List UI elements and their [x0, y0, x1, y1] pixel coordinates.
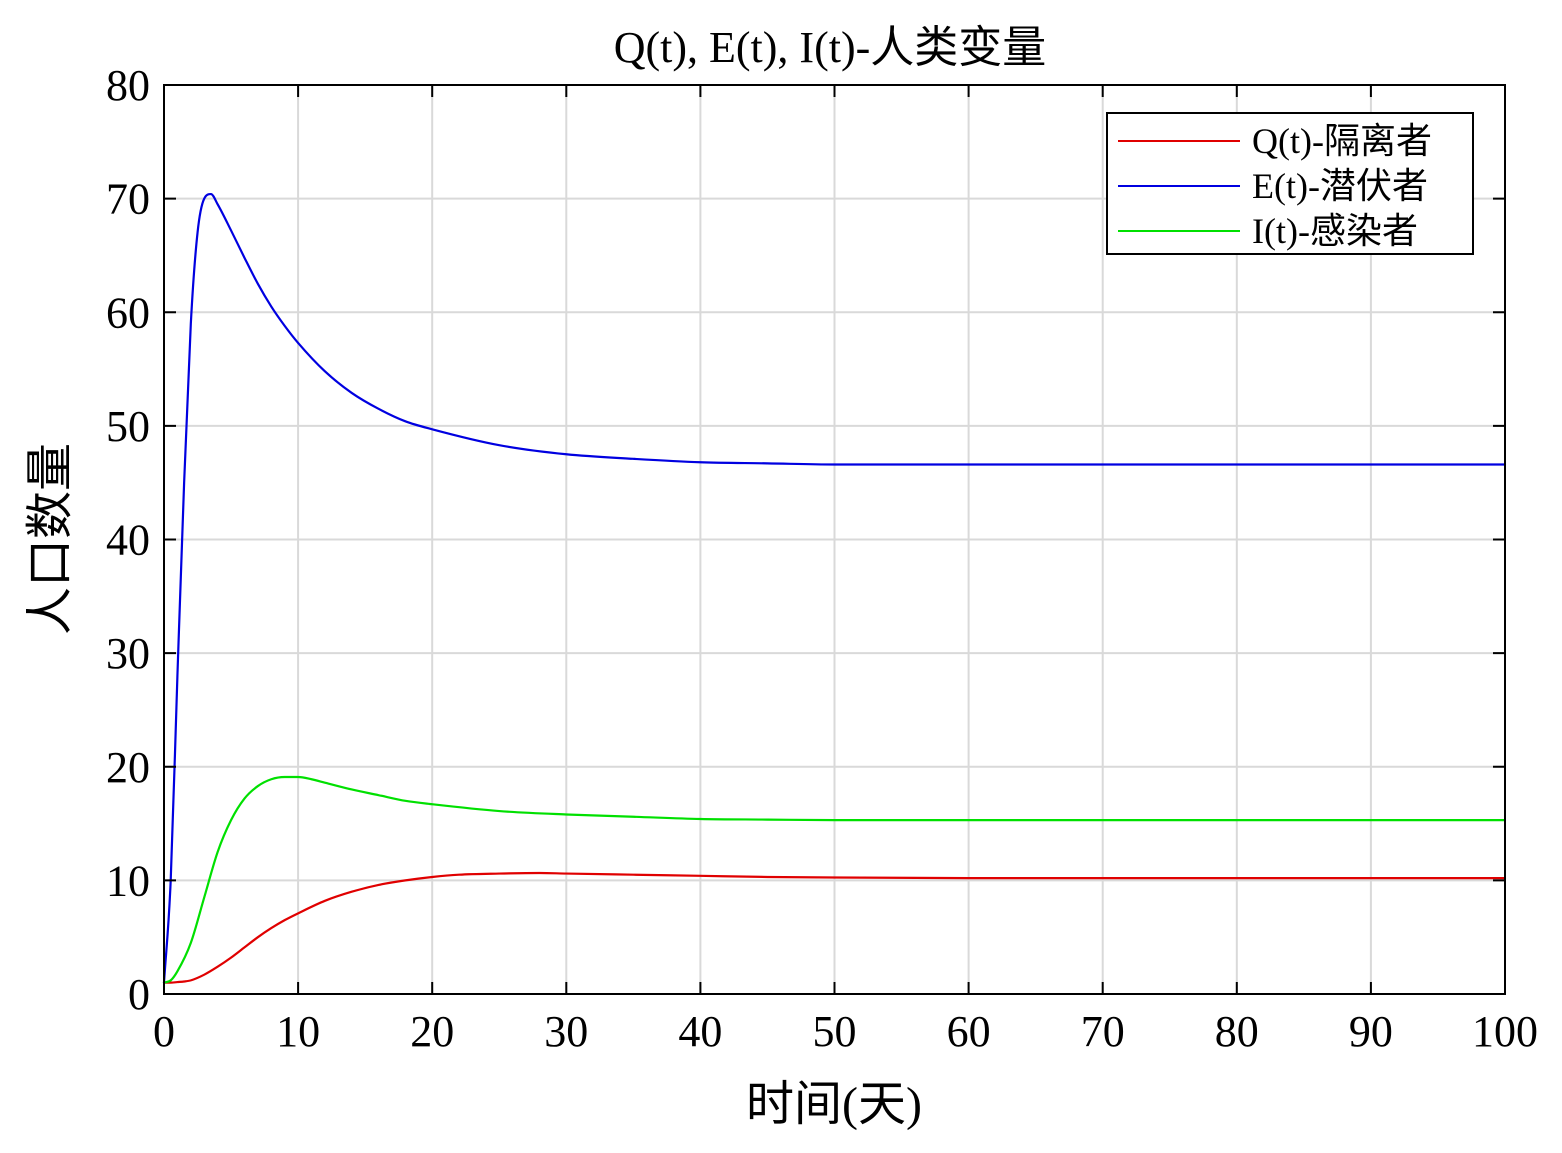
y-tick-label: 80: [106, 61, 150, 110]
y-tick-label: 70: [106, 175, 150, 224]
chart-title: Q(t), E(t), I(t)-人类变量: [614, 23, 1047, 72]
legend-label-i: I(t)-感染者: [1252, 211, 1418, 251]
x-axis-title: 时间(天): [746, 1078, 922, 1131]
legend: Q(t)-隔离者 E(t)-潜伏者 I(t)-感染者: [1106, 112, 1474, 255]
y-tick-label: 20: [106, 743, 150, 792]
y-tick-label: 10: [106, 856, 150, 905]
y-tick-label: 0: [128, 970, 150, 1019]
y-tick-label: 50: [106, 402, 150, 451]
x-tick-label: 40: [678, 1007, 722, 1056]
legend-label-q: Q(t)-隔离者: [1252, 121, 1432, 161]
x-tick-label: 70: [1081, 1007, 1125, 1056]
series-line-q: [162, 871, 1507, 984]
series-line-i: [162, 775, 1507, 984]
series-lines: [162, 192, 1507, 984]
tick-marks: [163, 84, 1506, 995]
x-tick-label: 100: [1472, 1007, 1538, 1056]
x-tick-label: 0: [153, 1007, 175, 1056]
y-tick-label: 40: [106, 516, 150, 565]
x-tick-labels: 0 10 20 30 40 50 60 70 80 90 100: [153, 1007, 1538, 1056]
x-tick-label: 50: [813, 1007, 857, 1056]
x-tick-label: 30: [544, 1007, 588, 1056]
y-tick-label: 60: [106, 288, 150, 337]
legend-label-e: E(t)-潜伏者: [1252, 166, 1428, 206]
x-tick-label: 90: [1349, 1007, 1393, 1056]
series-line-e: [162, 192, 1507, 984]
x-tick-label: 60: [947, 1007, 991, 1056]
x-tick-label: 20: [410, 1007, 454, 1056]
x-tick-label: 80: [1215, 1007, 1259, 1056]
y-axis-title: 人口数量: [24, 443, 77, 635]
y-tick-labels: 0 10 20 30 40 50 60 70 80: [106, 61, 150, 1019]
x-tick-label: 10: [276, 1007, 320, 1056]
y-tick-label: 30: [106, 629, 150, 678]
grid-lines: [164, 85, 1505, 994]
